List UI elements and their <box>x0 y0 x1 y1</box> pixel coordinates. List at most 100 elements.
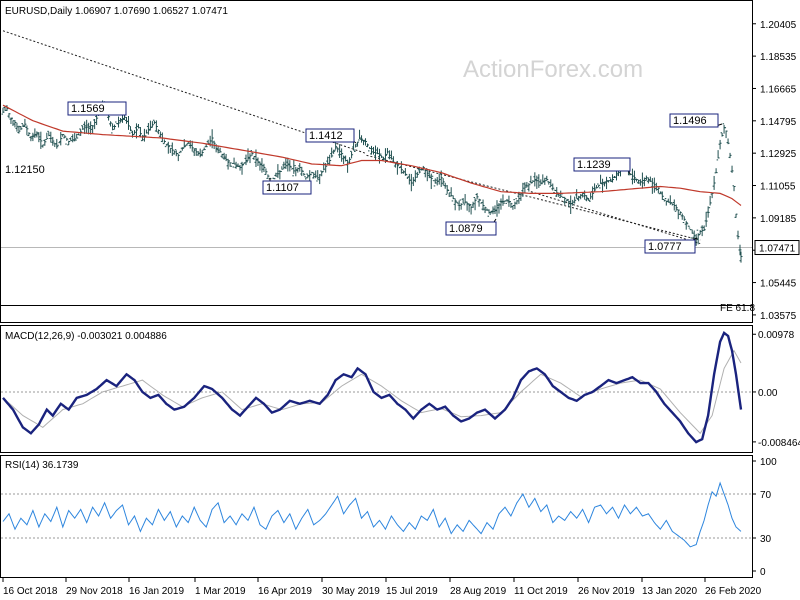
price-bar <box>200 150 204 157</box>
macd-axis-label: -0.008464 <box>758 438 800 449</box>
price-bar <box>539 179 543 186</box>
price-bar <box>708 195 712 209</box>
price-bar <box>505 198 509 204</box>
price-bar <box>615 170 619 181</box>
price-bar <box>282 161 286 170</box>
price-bar <box>314 170 318 179</box>
price-bar <box>573 196 577 204</box>
price-bar <box>302 170 306 176</box>
price-bar <box>389 150 393 160</box>
price-bar <box>113 124 117 130</box>
price-bar <box>720 132 724 137</box>
price-bar <box>222 152 226 160</box>
price-bar <box>170 142 174 156</box>
price-bar <box>364 138 368 146</box>
price-bar <box>360 135 364 143</box>
price-bar <box>704 211 708 227</box>
price-bar <box>356 141 360 147</box>
price-bar <box>49 131 53 143</box>
price-bar <box>3 106 7 111</box>
price-bar <box>320 170 324 177</box>
price-bar <box>248 153 252 164</box>
price-bar <box>724 127 728 139</box>
price-bar <box>543 177 547 185</box>
price-bar <box>589 192 593 202</box>
price-bar <box>190 140 194 152</box>
price-bar <box>686 223 690 227</box>
price-bar <box>698 230 702 235</box>
price-bar <box>593 183 597 193</box>
price-bar <box>216 145 220 154</box>
price-annotation: 1.1496 <box>669 113 723 128</box>
price-bar <box>479 199 483 204</box>
price-bar <box>180 147 184 151</box>
price-bar <box>511 204 515 210</box>
price-bar <box>298 163 302 172</box>
price-bar <box>13 120 17 128</box>
price-bar <box>322 162 326 172</box>
price-bar <box>19 126 23 131</box>
annotation-label: 1.12150 <box>5 164 45 176</box>
rsi-axis-label: 30 <box>760 534 772 545</box>
price-bar <box>553 189 557 194</box>
price-panel <box>0 0 753 323</box>
price-bar <box>23 118 27 128</box>
annotation-box <box>262 180 312 195</box>
price-bar <box>306 173 310 179</box>
price-annotation: 1.1107 <box>262 178 312 195</box>
price-bar <box>126 116 130 130</box>
price-bar <box>676 209 680 220</box>
price-bar <box>616 171 620 177</box>
price-bar <box>33 128 37 138</box>
price-bar <box>648 176 652 182</box>
price-bar <box>91 125 95 134</box>
price-bar <box>276 164 280 178</box>
price-bar <box>523 182 527 193</box>
price-bar <box>172 150 176 155</box>
price-bar <box>531 180 535 183</box>
price-bar <box>678 211 682 216</box>
price-bar <box>132 130 136 135</box>
price-bar <box>234 161 238 169</box>
price-bar <box>605 176 609 190</box>
x-axis-label: 26 Nov 2019 <box>578 586 635 597</box>
price-bar <box>136 123 140 129</box>
price-axis-label: 1.03575 <box>760 311 797 322</box>
price-bar <box>117 116 121 128</box>
price-bar <box>158 131 162 138</box>
price-bar <box>371 146 375 155</box>
price-axis-label: 1.14795 <box>760 117 797 128</box>
price-bar <box>7 113 11 119</box>
price-bar <box>294 165 298 177</box>
price-bar <box>628 173 632 176</box>
price-bar <box>59 131 63 146</box>
macd-signal-line <box>2 349 742 435</box>
rsi-axis: 100 70 30 0 <box>752 457 777 578</box>
price-axis-label: 1.11055 <box>760 182 796 193</box>
price-bar <box>123 115 127 121</box>
price-bar <box>429 173 433 190</box>
price-bar <box>272 177 276 180</box>
price-bar <box>232 157 236 168</box>
price-bar <box>674 204 678 212</box>
price-bar <box>11 117 15 126</box>
price-bar <box>342 155 346 164</box>
price-bar <box>383 148 387 163</box>
price-bar <box>670 202 674 206</box>
price-bar <box>373 145 377 161</box>
fe-label: FE 61.8 <box>720 303 755 314</box>
price-bar <box>726 138 730 145</box>
price-bar <box>288 160 292 172</box>
current-price-marker <box>754 240 800 256</box>
price-bar <box>81 125 85 130</box>
price-bar <box>354 144 358 152</box>
x-axis: 16 Oct 2018 29 Nov 2018 16 Jan 2019 1 Mar 2… <box>2 578 762 597</box>
price-annotation: 1.1239 <box>573 157 631 175</box>
price-annotation: 1.1412 <box>305 128 357 144</box>
price-bar <box>636 179 640 184</box>
price-bar <box>262 163 266 173</box>
macd-panel <box>0 325 753 453</box>
price-bar <box>27 132 31 137</box>
price-bar <box>242 162 246 165</box>
